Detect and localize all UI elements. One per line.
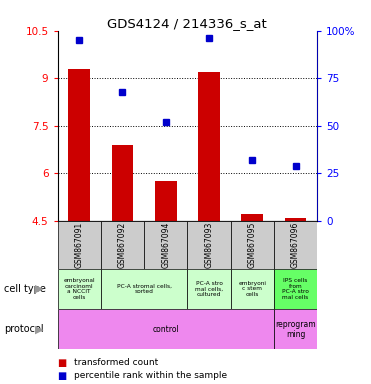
Text: ▶: ▶ <box>35 284 43 294</box>
Text: GSM867092: GSM867092 <box>118 222 127 268</box>
Bar <box>285 218 306 221</box>
Text: PC-A stromal cells,
sorted: PC-A stromal cells, sorted <box>116 283 171 295</box>
Bar <box>101 269 187 309</box>
Text: GSM867095: GSM867095 <box>248 222 257 268</box>
Bar <box>274 309 317 349</box>
Bar <box>58 221 101 269</box>
Text: GSM867093: GSM867093 <box>204 222 213 268</box>
Bar <box>58 309 274 349</box>
Bar <box>242 214 263 221</box>
Bar <box>68 69 90 221</box>
Text: percentile rank within the sample: percentile rank within the sample <box>74 371 227 380</box>
Text: control: control <box>152 325 179 334</box>
Bar <box>187 269 231 309</box>
Text: ▶: ▶ <box>35 324 43 334</box>
Bar <box>231 269 274 309</box>
Text: transformed count: transformed count <box>74 358 158 367</box>
Text: reprogram
ming: reprogram ming <box>275 319 316 339</box>
Bar <box>112 145 133 221</box>
Bar <box>144 221 187 269</box>
Text: embryoni
c stem
cells: embryoni c stem cells <box>238 281 266 297</box>
Bar <box>274 269 317 309</box>
Text: GSM867094: GSM867094 <box>161 222 170 268</box>
Bar <box>187 221 231 269</box>
Bar <box>155 181 177 221</box>
Bar <box>198 72 220 221</box>
Text: cell type: cell type <box>4 284 46 294</box>
Text: protocol: protocol <box>4 324 43 334</box>
Bar <box>274 221 317 269</box>
Text: GSM867096: GSM867096 <box>291 222 300 268</box>
Bar <box>58 269 101 309</box>
Text: PC-A stro
mal cells,
cultured: PC-A stro mal cells, cultured <box>195 281 223 297</box>
Text: ■: ■ <box>58 358 67 368</box>
Text: ■: ■ <box>58 371 67 381</box>
Title: GDS4124 / 214336_s_at: GDS4124 / 214336_s_at <box>108 17 267 30</box>
Text: GSM867091: GSM867091 <box>75 222 83 268</box>
Bar <box>101 221 144 269</box>
Bar <box>231 221 274 269</box>
Text: IPS cells
from
PC-A stro
mal cells: IPS cells from PC-A stro mal cells <box>282 278 309 300</box>
Text: embryonal
carcinoml
a NCCIT
cells: embryonal carcinoml a NCCIT cells <box>63 278 95 300</box>
